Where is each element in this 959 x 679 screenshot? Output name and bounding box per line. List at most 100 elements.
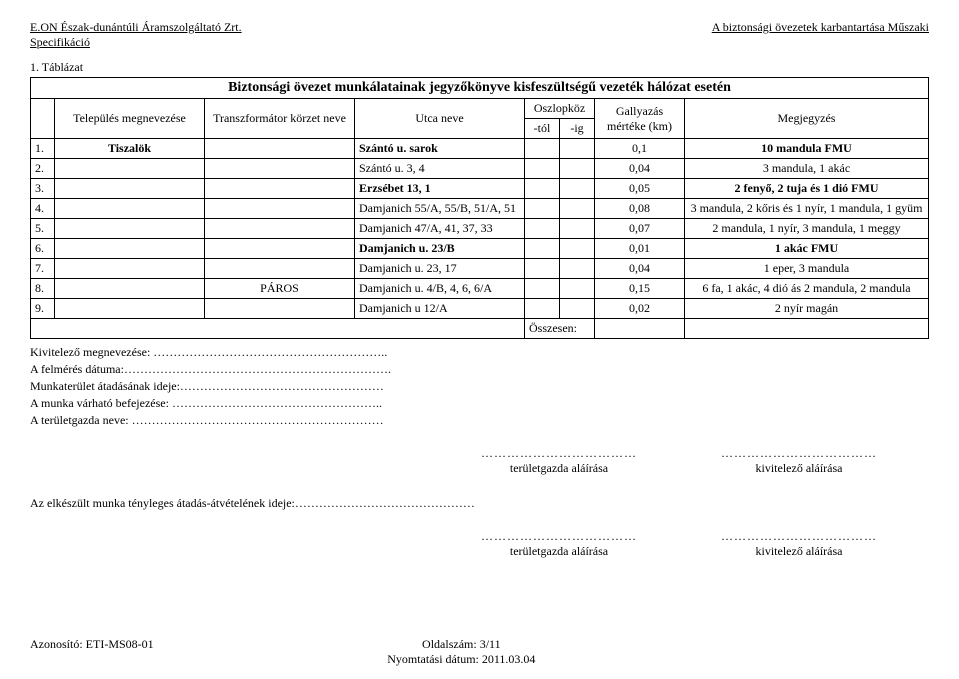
col-tol: -tól — [525, 119, 560, 139]
cell-num: 4. — [31, 199, 55, 219]
col-blank — [31, 99, 55, 139]
page-footer: Azonosító: ETI-MS08-01 Oldalszám: 3/11 N… — [30, 637, 929, 667]
page-header: E.ON Észak-dunántúli Áramszolgáltató Zrt… — [30, 20, 929, 35]
footer-center: Oldalszám: 3/11 Nyomtatási dátum: 2011.0… — [154, 637, 769, 667]
cell-megj: 2 fenyő, 2 tuja és 1 dió FMU — [685, 179, 929, 199]
cell-transzf — [205, 179, 355, 199]
cell-transzf — [205, 139, 355, 159]
cell-telepules — [55, 179, 205, 199]
table-row: 1.TiszalökSzántó u. sarok0,110 mandula F… — [31, 139, 929, 159]
cell-utca: Erzsébet 13, 1 — [355, 179, 525, 199]
cell-gally: 0,04 — [595, 159, 685, 179]
cell-megj: 1 akác FMU — [685, 239, 929, 259]
table-title: Biztonsági övezet munkálatainak jegyzőkö… — [31, 78, 929, 99]
form-munkaterulet: Munkaterület átadásának ideje:…………………………… — [30, 379, 929, 394]
cell-gally: 0,08 — [595, 199, 685, 219]
cell-transzf — [205, 219, 355, 239]
cell-num: 7. — [31, 259, 55, 279]
table-number-label: 1. Táblázat — [30, 60, 929, 75]
cell-tol — [525, 159, 560, 179]
cell-num: 5. — [31, 219, 55, 239]
cell-num: 1. — [31, 139, 55, 159]
table-row: 8. PÁROSDamjanich u. 4/B, 4, 6, 6/A 0,156 … — [31, 279, 929, 299]
cell-gally: 0,07 — [595, 219, 685, 239]
form-varhato: A munka várható befejezése: ………………………………… — [30, 396, 929, 411]
cell-gally: 0,15 — [595, 279, 685, 299]
cell-telepules — [55, 199, 205, 219]
cell-utca: Damjanich u. 23, 17 — [355, 259, 525, 279]
col-megjegyzes: Megjegyzés — [685, 99, 929, 139]
cell-tol — [525, 279, 560, 299]
cell-utca: Damjanich u. 23/B — [355, 239, 525, 259]
cell-telepules — [55, 259, 205, 279]
cell-ig — [560, 299, 595, 319]
cell-ig — [560, 239, 595, 259]
cell-tol — [525, 179, 560, 199]
cell-telepules — [55, 279, 205, 299]
col-transzformator: Transzformátor körzet neve — [205, 99, 355, 139]
header-spec: Specifikáció — [30, 35, 929, 50]
cell-gally: 0,04 — [595, 259, 685, 279]
cell-ig — [560, 159, 595, 179]
cell-tol — [525, 219, 560, 239]
table-row: 6. Damjanich u. 23/B 0,011 akác FMU — [31, 239, 929, 259]
cell-gally: 0,02 — [595, 299, 685, 319]
col-ig: -ig — [560, 119, 595, 139]
main-table: Biztonsági övezet munkálatainak jegyzőkö… — [30, 77, 929, 339]
cell-megj: 2 mandula, 1 nyír, 3 mandula, 1 meggy — [685, 219, 929, 239]
table-row: 4.Damjanich 55/A, 55/B, 51/A, 510,083 ma… — [31, 199, 929, 219]
table-row: 7. Damjanich u. 23, 17 0,041 eper, 3 mandu… — [31, 259, 929, 279]
sign-kivitelezo-1: ……………………………… kivitelező aláírása — [709, 446, 889, 476]
cell-transzf — [205, 299, 355, 319]
cell-num: 9. — [31, 299, 55, 319]
cell-tol — [525, 199, 560, 219]
form-lines: Kivitelező megnevezése: …………………………………………… — [30, 345, 929, 428]
cell-transzf — [205, 259, 355, 279]
cell-megj: 3 mandula, 1 akác — [685, 159, 929, 179]
cell-ig — [560, 259, 595, 279]
cell-transzf — [205, 239, 355, 259]
cell-utca: Damjanich u. 4/B, 4, 6, 6/A — [355, 279, 525, 299]
cell-ig — [560, 279, 595, 299]
sign-teruletgazda-2: ……………………………… területgazda aláírása — [469, 529, 649, 559]
header-left: E.ON Észak-dunántúli Áramszolgáltató Zrt… — [30, 20, 242, 35]
cell-utca: Szántó u. sarok — [355, 139, 525, 159]
cell-megj: 1 eper, 3 mandula — [685, 259, 929, 279]
cell-num: 6. — [31, 239, 55, 259]
form-teruletgazda-neve: A területgazda neve: …………………………………………………… — [30, 413, 929, 428]
signature-row-2: ……………………………… területgazda aláírása ……………… — [30, 529, 929, 559]
sign-teruletgazda-1: ……………………………… területgazda aláírása — [469, 446, 649, 476]
cell-megj: 2 nyír magán — [685, 299, 929, 319]
cell-tol — [525, 139, 560, 159]
footer-right-spacer — [769, 637, 929, 667]
cell-num: 2. — [31, 159, 55, 179]
form-felmeres: A felmérés dátuma:…………………………………………………………… — [30, 362, 929, 377]
cell-telepules — [55, 299, 205, 319]
cell-utca: Damjanich u 12/A — [355, 299, 525, 319]
cell-ig — [560, 139, 595, 159]
col-utca: Utca neve — [355, 99, 525, 139]
cell-megj: 6 fa, 1 akác, 4 dió ás 2 mandula, 2 mand… — [685, 279, 929, 299]
cell-megj: 10 mandula FMU — [685, 139, 929, 159]
table-row: 9. Damjanich u 12/A 0,022 nyír magán — [31, 299, 929, 319]
signature-row-1: ……………………………… területgazda aláírása ……………… — [30, 446, 929, 476]
cell-telepules — [55, 159, 205, 179]
handover-line: Az elkészült munka tényleges átadás-átvé… — [30, 496, 929, 511]
cell-ig — [560, 179, 595, 199]
cell-transzf — [205, 159, 355, 179]
table-row: 2. Szántó u. 3, 4 0,043 mandula, 1 akác — [31, 159, 929, 179]
footer-left: Azonosító: ETI-MS08-01 — [30, 637, 154, 667]
cell-num: 3. — [31, 179, 55, 199]
cell-megj: 3 mandula, 2 kőris és 1 nyír, 1 mandula,… — [685, 199, 929, 219]
cell-tol — [525, 239, 560, 259]
cell-utca: Damjanich 47/A, 41, 37, 33 — [355, 219, 525, 239]
table-row: 3.Erzsébet 13, 10,052 fenyő, 2 tuja és 1… — [31, 179, 929, 199]
cell-num: 8. — [31, 279, 55, 299]
cell-ig — [560, 199, 595, 219]
col-telepules: Település megnevezése — [55, 99, 205, 139]
cell-utca: Szántó u. 3, 4 — [355, 159, 525, 179]
cell-ig — [560, 219, 595, 239]
cell-transzf: PÁROS — [205, 279, 355, 299]
cell-gally: 0,01 — [595, 239, 685, 259]
osszesen-value — [595, 319, 685, 339]
